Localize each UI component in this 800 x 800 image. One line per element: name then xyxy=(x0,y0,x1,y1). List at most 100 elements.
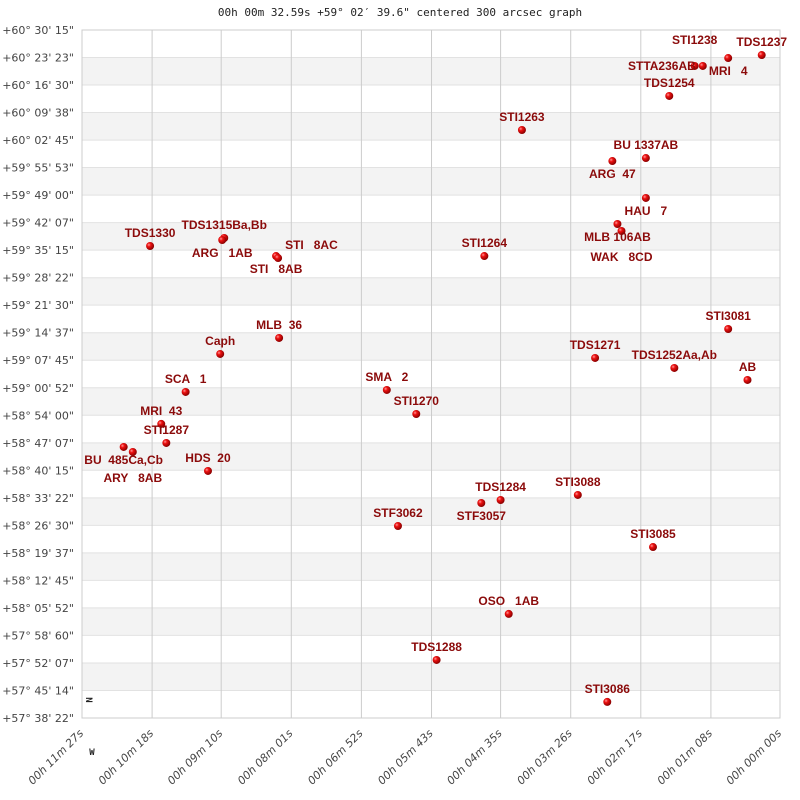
star-label: STI 8AB xyxy=(250,262,303,276)
star-point[interactable] xyxy=(757,51,766,60)
y-tick-label: +59° 07' 45" xyxy=(2,354,74,367)
y-tick-label: +60° 30' 15" xyxy=(2,24,74,37)
star-label: STI1263 xyxy=(499,110,545,124)
star-point[interactable] xyxy=(698,61,707,70)
x-tick-label: 00h 03m 26s xyxy=(514,727,575,788)
y-tick-label: +58° 19' 37" xyxy=(2,547,74,560)
star-label: TDS1288 xyxy=(411,640,462,654)
star-point[interactable] xyxy=(203,466,212,475)
star-label: STI1264 xyxy=(462,236,508,250)
star-point[interactable] xyxy=(275,333,284,342)
star-point[interactable] xyxy=(617,227,626,236)
star-label: STI 8AC xyxy=(285,238,338,252)
star-label: HDS 20 xyxy=(185,451,231,465)
west-marker: W xyxy=(89,748,95,758)
star-point[interactable] xyxy=(146,242,155,251)
y-tick-label: +59° 14' 37" xyxy=(2,327,74,340)
star-point[interactable] xyxy=(162,438,171,447)
star-label: SMA 2 xyxy=(365,370,408,384)
star-point[interactable] xyxy=(432,655,441,664)
star-label: TDS1252Aa,Ab xyxy=(632,348,717,362)
grid-band xyxy=(82,552,780,581)
y-tick-label: +58° 40' 15" xyxy=(2,464,74,477)
star-point[interactable] xyxy=(477,498,486,507)
star-label: STI3088 xyxy=(555,475,601,489)
star-label: Caph xyxy=(205,334,235,348)
x-tick-label: 00h 01m 08s xyxy=(655,727,716,788)
star-label: MLB 106AB xyxy=(584,230,651,244)
x-tick-label: 00h 00m 00s xyxy=(724,727,785,788)
y-tick-label: +57° 45' 14" xyxy=(2,685,74,698)
star-point[interactable] xyxy=(690,61,699,70)
star-point[interactable] xyxy=(743,375,752,384)
y-tick-label: +58° 05' 52" xyxy=(2,602,74,615)
y-tick-label: +59° 55' 53" xyxy=(2,162,74,175)
star-point[interactable] xyxy=(496,495,505,504)
star-point[interactable] xyxy=(641,193,650,202)
y-tick-label: +60° 23' 23" xyxy=(2,51,74,64)
star-label: SCA 1 xyxy=(165,372,207,386)
y-tick-label: +60° 16' 30" xyxy=(2,79,74,92)
y-tick-label: +60° 02' 45" xyxy=(2,134,74,147)
y-tick-label: +59° 28' 22" xyxy=(2,272,74,285)
star-label: MRI 43 xyxy=(140,404,182,418)
x-tick-label: 00h 10m 18s xyxy=(96,727,157,788)
star-point[interactable] xyxy=(181,387,190,396)
star-point[interactable] xyxy=(218,236,227,245)
star-point[interactable] xyxy=(641,154,650,163)
star-label: HAU 7 xyxy=(625,204,668,218)
star-label: OSO 1AB xyxy=(478,594,539,608)
star-label: AB xyxy=(739,360,757,374)
grid-band xyxy=(82,222,780,251)
chart-title: 00h 00m 32.59s +59° 02′ 39.6" centered 3… xyxy=(217,6,583,19)
x-tick-label: 00h 02m 17s xyxy=(585,727,646,788)
y-tick-label: +59° 21' 30" xyxy=(2,299,74,312)
star-label: STI1287 xyxy=(144,423,190,437)
star-label: STF3057 xyxy=(457,509,507,523)
star-label: BU 485Ca,Cb xyxy=(84,453,163,467)
star-label: TDS1254 xyxy=(644,76,695,90)
star-label: MLB 36 xyxy=(256,318,302,332)
star-point[interactable] xyxy=(480,252,489,261)
star-point[interactable] xyxy=(573,490,582,499)
x-tick-label: 00h 09m 10s xyxy=(165,727,226,788)
star-label: STI3081 xyxy=(705,309,751,323)
star-point[interactable] xyxy=(724,54,733,63)
star-point[interactable] xyxy=(157,419,166,428)
y-tick-label: +57° 38' 22" xyxy=(2,712,74,725)
star-point[interactable] xyxy=(382,385,391,394)
star-point[interactable] xyxy=(412,409,421,418)
star-point[interactable] xyxy=(665,91,674,100)
grid-band xyxy=(82,497,780,526)
y-tick-label: +59° 00' 52" xyxy=(2,382,74,395)
y-tick-label: +58° 54' 00" xyxy=(2,409,74,422)
star-point[interactable] xyxy=(648,543,657,552)
x-tick-label: 00h 11m 27s xyxy=(26,727,87,788)
star-point[interactable] xyxy=(393,522,402,531)
y-tick-label: +57° 58' 60" xyxy=(2,629,74,642)
star-point[interactable] xyxy=(613,219,622,228)
star-point[interactable] xyxy=(274,254,283,263)
star-point[interactable] xyxy=(517,126,526,135)
star-point[interactable] xyxy=(504,609,513,618)
star-point[interactable] xyxy=(608,157,617,166)
star-point[interactable] xyxy=(128,447,137,456)
star-point[interactable] xyxy=(119,442,128,451)
star-label: STI3085 xyxy=(630,527,676,541)
star-point[interactable] xyxy=(216,349,225,358)
star-point[interactable] xyxy=(603,697,612,706)
y-tick-label: +60° 09' 38" xyxy=(2,107,74,120)
y-tick-label: +59° 42' 07" xyxy=(2,217,74,230)
star-label: ARG 47 xyxy=(589,167,636,181)
star-label: MRI 4 xyxy=(709,64,748,78)
star-point[interactable] xyxy=(670,363,679,372)
star-point[interactable] xyxy=(591,353,600,362)
x-tick-label: 00h 08m 01s xyxy=(235,727,296,788)
star-label: TDS1284 xyxy=(475,480,526,494)
star-label: STF3062 xyxy=(373,506,423,520)
star-label: STTA236AB xyxy=(628,59,696,73)
star-point[interactable] xyxy=(724,325,733,334)
star-label: ARY 8AB xyxy=(103,471,162,485)
grid-band xyxy=(82,112,780,141)
